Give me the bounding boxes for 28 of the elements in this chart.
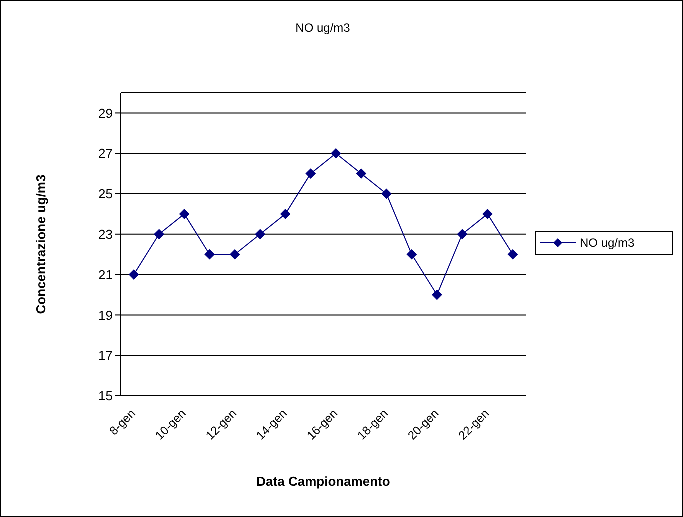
point xyxy=(204,250,215,260)
point xyxy=(255,229,266,240)
point xyxy=(230,250,240,260)
chart-title: NO ug/m3 xyxy=(296,21,350,35)
point xyxy=(129,270,139,280)
y-axis-title: Concentrazione ug/m3 xyxy=(34,174,49,314)
y-tick-label: 21 xyxy=(98,267,113,282)
point xyxy=(482,209,493,220)
y-tick-label: 19 xyxy=(98,308,113,323)
point xyxy=(154,229,164,240)
point xyxy=(331,148,342,159)
point xyxy=(457,229,468,240)
point xyxy=(406,250,417,260)
y-tick-label: 23 xyxy=(98,227,113,242)
point xyxy=(432,290,442,300)
point xyxy=(508,250,518,260)
point xyxy=(306,168,316,179)
point xyxy=(180,209,190,220)
y-tick-label: 15 xyxy=(98,388,113,404)
y-tick-label: 25 xyxy=(98,186,113,202)
x-axis-title: Data Campionamento xyxy=(256,474,390,489)
legend-label: NO ug/m3 xyxy=(580,236,635,250)
y-tick-label: 29 xyxy=(98,106,113,121)
point xyxy=(280,209,291,220)
point xyxy=(382,189,392,199)
y-tick-label: 17 xyxy=(98,348,113,364)
point xyxy=(356,168,366,179)
y-tick-label: 27 xyxy=(98,146,113,162)
